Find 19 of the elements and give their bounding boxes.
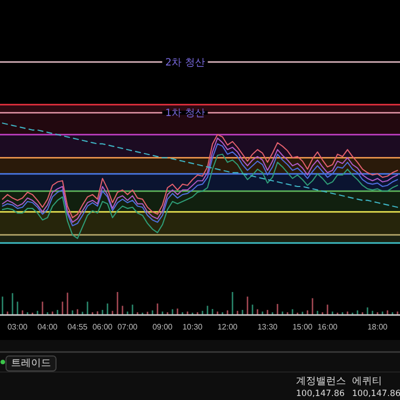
x-tick-label: 03:00: [7, 322, 28, 332]
text: 에퀴티: [352, 376, 382, 387]
text: 100,147.86: [352, 389, 400, 399]
x-tick-label: 12:00: [217, 322, 238, 332]
x-tick-label: 15:00: [292, 322, 314, 332]
x-tick-label: 13:30: [257, 322, 278, 332]
x-tick-label: 04:00: [37, 322, 58, 332]
x-tick-label: 07:00: [117, 322, 138, 332]
x-tick-label: 10:30: [182, 322, 204, 332]
x-tick-label: 04:55: [67, 322, 88, 332]
x-tick-label: 09:00: [152, 322, 174, 332]
text: 계정밸런스: [296, 376, 346, 387]
x-tick-label: 16:00: [317, 322, 338, 332]
text: 100,147.86: [296, 389, 345, 399]
ref-line-label: 1차 청산: [165, 108, 205, 120]
text: 트레이드: [11, 358, 51, 369]
x-tick-label: 06:00: [92, 322, 114, 332]
ref-line-label: 2차 청산: [165, 58, 205, 68]
x-tick-label: 18:00: [367, 322, 388, 332]
